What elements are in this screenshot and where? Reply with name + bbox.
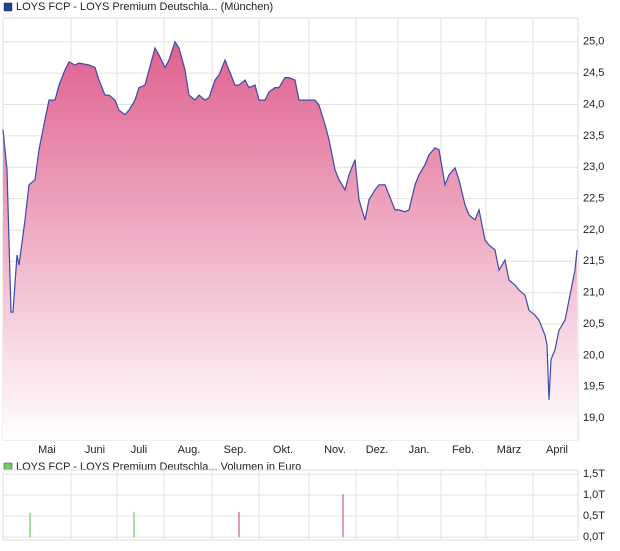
- y-tick-label: 1,5T: [583, 468, 605, 480]
- y-tick-label: 1,0T: [583, 489, 605, 501]
- plot-area: [2, 469, 579, 541]
- x-tick-label: April: [546, 444, 568, 456]
- volume-bar: [29, 512, 31, 538]
- y-tick-label: 0,5T: [583, 510, 605, 522]
- area-fill: [3, 41, 577, 441]
- y-tick-label: 20,5: [583, 318, 604, 330]
- x-tick-label: Jan.: [409, 444, 430, 456]
- x-tick-label: Okt.: [273, 444, 293, 456]
- legend-swatch: [3, 2, 13, 12]
- x-tick-label: Sep.: [224, 444, 247, 456]
- x-tick-label: Mai: [38, 444, 56, 456]
- y-tick-label: 19,0: [583, 412, 604, 424]
- x-tick-label: März: [497, 444, 521, 456]
- y-tick-label: 25,0: [583, 36, 604, 48]
- x-tick-label: Juni: [85, 444, 105, 456]
- y-tick-label: 22,5: [583, 192, 604, 204]
- x-tick-label: Nov.: [324, 444, 346, 456]
- y-tick-label: 23,0: [583, 161, 604, 173]
- y-tick-label: 19,5: [583, 381, 604, 393]
- volume-bar: [342, 494, 344, 538]
- volume-bar: [133, 511, 135, 538]
- y-tick-label: 21,5: [583, 255, 604, 267]
- price-line: [2, 40, 578, 400]
- y-tick-label: 21,0: [583, 287, 604, 299]
- y-tick-label: 22,0: [583, 224, 604, 236]
- x-tick-label: Aug.: [178, 444, 201, 456]
- y-tick-label: 23,5: [583, 130, 604, 142]
- y-tick-label: 24,0: [583, 98, 604, 110]
- x-tick-label: Juli: [131, 444, 148, 456]
- x-tick-label: Dez.: [366, 444, 389, 456]
- x-tick-label: Feb.: [452, 444, 474, 456]
- y-tick-label: 20,0: [583, 349, 604, 361]
- y-tick-label: 24,5: [583, 67, 604, 79]
- y-tick-label: 0,0T: [583, 531, 605, 543]
- volume-bar: [238, 511, 240, 538]
- legend-label: LOYS FCP - LOYS Premium Deutschla... (Mü…: [16, 1, 273, 13]
